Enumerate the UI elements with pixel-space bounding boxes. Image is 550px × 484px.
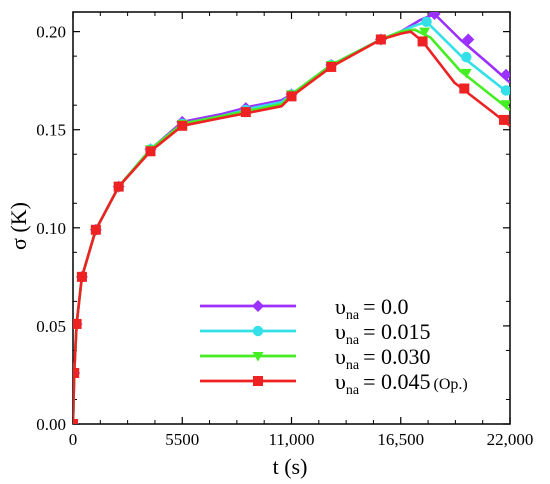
series-marker xyxy=(240,107,251,118)
y-tick-label: 0.00 xyxy=(36,415,66,434)
plot-frame xyxy=(72,11,511,425)
legend-value: = 0.045 xyxy=(363,369,430,394)
plot-border xyxy=(72,11,511,425)
legend-subscript: na xyxy=(346,358,360,373)
legend-symbol: υ xyxy=(335,369,346,394)
legend-symbol: υ xyxy=(335,319,346,344)
series-marker xyxy=(326,61,337,72)
legend-symbol: υ xyxy=(335,294,346,319)
legend-label: υna = 0.015 xyxy=(335,319,431,348)
x-tick-label: 16,500 xyxy=(377,430,424,449)
series-marker xyxy=(459,83,470,94)
y-tick-label: 0.10 xyxy=(36,219,66,238)
series-marker xyxy=(73,367,80,378)
x-tick-label: 11,000 xyxy=(268,430,314,449)
legend-subscript: na xyxy=(346,383,360,398)
legend-marker xyxy=(252,352,264,362)
series-marker xyxy=(460,68,472,79)
series-marker xyxy=(499,114,510,125)
series-marker xyxy=(73,318,82,329)
series-marker xyxy=(500,100,510,110)
series-marker xyxy=(145,146,156,157)
series-marker xyxy=(73,419,78,424)
series-2 xyxy=(73,27,510,424)
x-tick-label: 0 xyxy=(69,430,78,449)
series-marker xyxy=(461,51,472,63)
legend-marker xyxy=(252,300,264,312)
y-tick-label: 0.20 xyxy=(36,23,66,42)
legend-marker xyxy=(252,325,264,337)
y-tick-label: 0.05 xyxy=(36,317,66,336)
x-tick-label: 5500 xyxy=(165,430,199,449)
y-tick-label: 0.15 xyxy=(36,121,66,140)
series-marker xyxy=(500,68,510,81)
series-marker xyxy=(76,271,87,282)
series-marker xyxy=(500,85,510,96)
series-1 xyxy=(73,16,510,424)
legend-label: υna = 0.0 xyxy=(335,294,409,323)
series-marker xyxy=(286,91,297,102)
x-axis-title: t (s) xyxy=(273,454,308,479)
series-marker xyxy=(417,36,428,47)
legend-note: (Op.) xyxy=(434,376,468,393)
y-axis: 0.00 0.05 0.10 0.15 0.20 xyxy=(36,23,510,434)
series-marker xyxy=(177,120,188,131)
legend-value: = 0.0 xyxy=(363,294,408,319)
legend-subscript: na xyxy=(346,333,360,348)
legend-symbol: υ xyxy=(335,344,346,369)
series-marker xyxy=(428,12,441,20)
x-tick-label: 22,000 xyxy=(487,430,534,449)
series-marker xyxy=(113,181,124,192)
series-marker xyxy=(375,34,386,45)
legend-label: υna = 0.045 (Op.) xyxy=(335,369,468,398)
series-layer xyxy=(73,12,510,424)
x-axis: 0 5500 11,000 16,500 22,000 xyxy=(69,12,534,449)
legend-subscript: na xyxy=(346,308,360,323)
series-marker xyxy=(419,27,431,38)
y-axis-title: σ (K) xyxy=(6,202,31,250)
series-marker xyxy=(462,33,475,46)
series-marker xyxy=(421,16,432,28)
series-line xyxy=(73,20,510,424)
legend-value: = 0.030 xyxy=(363,344,430,369)
series-marker xyxy=(90,224,101,235)
legend-label: υna = 0.030 xyxy=(335,344,431,373)
series-3 xyxy=(73,30,510,424)
series-line xyxy=(73,12,510,424)
legend-marker xyxy=(253,376,263,386)
legend-value: = 0.015 xyxy=(363,319,430,344)
